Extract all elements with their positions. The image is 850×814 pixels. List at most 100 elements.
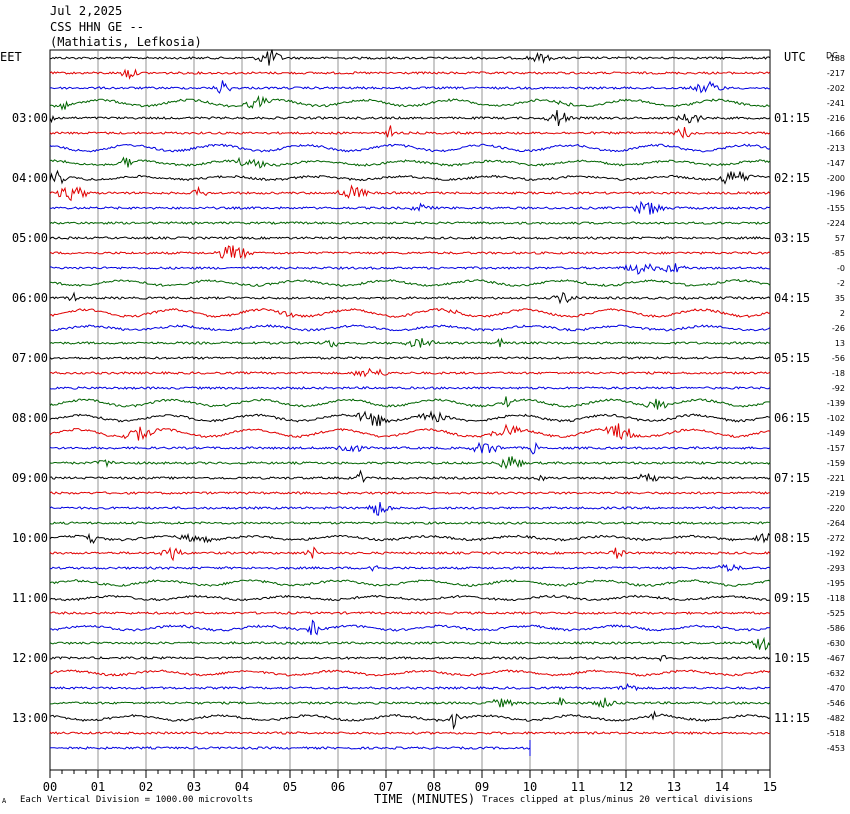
trace-27 [49,456,771,470]
dc-offset-label: -196 [827,189,845,198]
x-tick-label: 01 [91,780,105,794]
time-labels: 03:00 04:00 05:00 06:00 07:00 08:00 09:00 10:00… [12,54,845,753]
header-location: (Mathiatis, Lefkosia) [50,35,202,49]
trace-19 [49,337,771,348]
dc-offset-label: -149 [827,429,845,438]
dc-offset-label: -221 [827,474,845,483]
left-time-label: 09:00 [12,471,48,485]
left-time-label: 13:00 [12,711,48,725]
header-date: Jul 2,2025 [50,4,123,18]
trace-20 [49,356,771,360]
dc-offset-label: -139 [827,399,845,408]
trace-6 [49,143,771,153]
dc-offset-label: -272 [827,534,845,543]
left-time-label: 07:00 [12,351,48,365]
trace-17 [49,307,771,319]
trace-29 [49,491,771,495]
dc-offset-label: -264 [827,519,845,528]
corner-mark: A [2,797,7,805]
x-tick-label: 02 [139,780,153,794]
dc-offset-label: -470 [827,684,845,693]
left-time-label: 12:00 [12,651,48,665]
dc-offset-label: -216 [827,114,845,123]
right-time-label: 10:15 [774,651,810,665]
right-time-label: 02:15 [774,171,810,185]
trace-28 [49,469,771,483]
dc-offset-label: -241 [827,99,845,108]
dc-offset-label: -56 [832,354,845,363]
trace-43 [50,697,771,709]
dc-offset-label: -632 [827,669,845,678]
dc-offset-label: 35 [835,294,845,303]
right-time-label: 09:15 [774,591,810,605]
dc-offset-label: -85 [832,249,845,258]
trace-3 [49,94,771,111]
trace-37 [49,611,771,615]
dc-offset-label: -630 [827,639,845,648]
dc-offset-label: -467 [827,654,845,663]
dc-offset-label: -118 [827,594,845,603]
dc-offset-label: -166 [827,129,845,138]
x-axis-label: TIME (MINUTES) [374,792,475,806]
x-tick-label: 04 [235,780,249,794]
trace-34 [49,563,771,573]
trace-5 [49,125,771,139]
dc-offset-label: -213 [827,144,845,153]
trace-12 [49,236,771,240]
dc-offset-label: -18 [832,369,845,378]
dc-offset-label: -92 [832,384,845,393]
left-axis-label: EET [0,50,22,64]
trace-31 [49,521,771,525]
trace-2 [49,80,771,94]
trace-11 [49,221,770,225]
trace-38 [49,619,771,636]
trace-4 [49,110,771,127]
right-time-label: 01:15 [774,111,810,125]
trace-1 [49,68,771,80]
trace-33 [49,546,771,562]
dc-offset-label: -217 [827,69,845,78]
trace-42 [49,682,771,692]
left-time-label: 03:00 [12,111,48,125]
dc-label: DC [826,51,838,60]
footer-clip-note: Traces clipped at plus/minus 20 vertical… [482,795,753,805]
x-tick-label: 12 [619,780,633,794]
dc-offset-label: 13 [835,339,845,348]
x-tick-label: 00 [43,780,57,794]
x-tick-label: 13 [667,780,681,794]
header-station: CSS HHN GE -- [50,20,144,34]
dc-offset-label: -224 [827,219,845,228]
dc-offset-label: -195 [827,579,845,588]
dc-offset-label: -2 [837,279,845,288]
trace-7 [49,156,771,169]
dc-offset-label: -586 [827,624,845,633]
trace-26 [49,441,771,455]
x-tick-label: 07 [379,780,393,794]
x-ticks: 00 01 02 03 04 05 06 07 08 09 10 11 12 13 14 15 [43,770,777,794]
trace-24 [49,410,771,427]
trace-9 [49,184,771,202]
trace-40 [49,654,771,662]
left-time-label: 10:00 [12,531,48,545]
right-time-label: 11:15 [774,711,810,725]
trace-45 [49,731,771,735]
dc-offset-label: -219 [827,489,845,498]
dc-offset-label: 2 [840,309,845,318]
x-tick-label: 10 [523,780,537,794]
trace-46 [49,740,531,756]
right-time-label: 06:15 [774,411,810,425]
trace-25 [49,423,771,441]
right-time-label: 05:15 [774,351,810,365]
dc-offset-label: -102 [827,414,845,423]
trace-10 [49,200,771,215]
x-tick-label: 05 [283,780,297,794]
dc-offset-label: -220 [827,504,845,513]
trace-22 [49,386,771,390]
x-tick-label: 08 [427,780,441,794]
trace-18 [49,324,771,332]
footer-scale-note: Each Vertical Division = 1000.00 microvo… [20,795,253,805]
trace-30 [49,502,771,516]
left-time-label: 06:00 [12,291,48,305]
dc-offset-label: -157 [827,444,845,453]
